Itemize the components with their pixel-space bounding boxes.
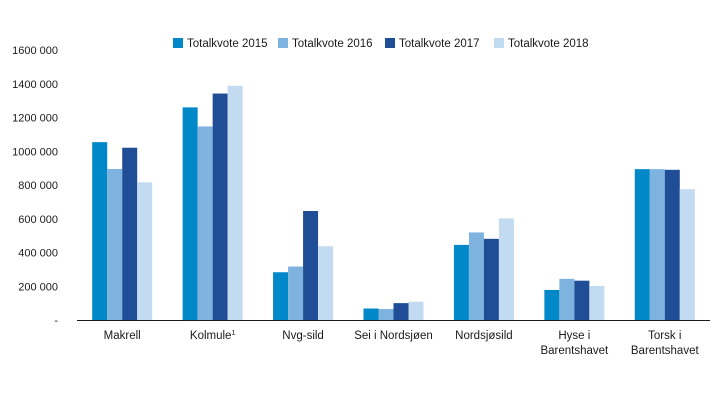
x-category-text: Barentshavet [540, 345, 609, 357]
x-category-text: Nordsjøsild [455, 330, 513, 342]
y-tick-label: 200 000 [18, 281, 58, 293]
bar [212, 93, 228, 320]
legend-swatch [173, 38, 183, 48]
bar [227, 85, 243, 321]
x-category-label: Makrell [104, 330, 141, 342]
x-category-text: Hyse i [558, 330, 590, 342]
bar [589, 285, 605, 320]
x-category-label: Barentshavet [631, 345, 700, 357]
x-category-label: Torsk i [648, 330, 681, 342]
y-tick-label: 600 000 [18, 214, 58, 226]
y-tick-label: 1200 000 [12, 113, 58, 125]
legend-label: Totalkvote 2018 [508, 38, 589, 50]
bar [303, 210, 319, 320]
x-category-text: Makrell [104, 330, 141, 342]
y-tick-label: 1600 000 [12, 45, 58, 57]
bar [574, 280, 590, 320]
bar [559, 278, 575, 320]
y-tick-label: - [54, 315, 58, 327]
legend-label: Totalkvote 2015 [187, 38, 268, 50]
bar [288, 266, 304, 320]
bar [318, 246, 334, 320]
legend-label: Totalkvote 2016 [292, 38, 373, 50]
bar [544, 289, 560, 320]
x-category-label: Sei i Nordsjøen [354, 330, 433, 342]
footnote-marker: 1 [231, 330, 235, 337]
bar [92, 142, 108, 320]
x-category-text: Torsk i [648, 330, 681, 342]
x-category-label: Barentshavet [540, 345, 609, 357]
bar [363, 308, 379, 320]
bar [137, 182, 153, 320]
bar [483, 238, 499, 320]
x-category-label: Hyse i [558, 330, 590, 342]
bar [649, 169, 665, 320]
bar [634, 169, 650, 320]
x-category-text: Kolmule [190, 330, 232, 342]
legend-label: Totalkvote 2017 [399, 38, 480, 50]
bar [182, 107, 198, 321]
bar [273, 272, 289, 320]
y-tick-label: 1000 000 [12, 146, 58, 158]
bar [498, 218, 514, 320]
x-category-label: Nvg-sild [282, 330, 324, 342]
bar [378, 309, 394, 320]
y-tick-label: 1400 000 [12, 79, 58, 91]
legend-swatch [494, 38, 504, 48]
y-tick-label: 800 000 [18, 180, 58, 192]
x-category-label: Kolmule1 [190, 330, 236, 342]
bar [468, 232, 484, 320]
x-category-text: Nvg-sild [282, 330, 324, 342]
bar [107, 168, 123, 320]
bar [664, 169, 680, 320]
bar [408, 301, 424, 320]
legend-swatch [278, 38, 288, 48]
bar [679, 189, 695, 320]
bar [197, 126, 213, 320]
x-category-label: Nordsjøsild [455, 330, 513, 342]
x-category-text: Sei i Nordsjøen [354, 330, 433, 342]
y-tick-label: 400 000 [18, 248, 58, 260]
bar [453, 244, 469, 320]
x-category-text: Barentshavet [631, 345, 700, 357]
legend-swatch [385, 38, 395, 48]
bar [122, 147, 138, 320]
bar [393, 303, 409, 321]
